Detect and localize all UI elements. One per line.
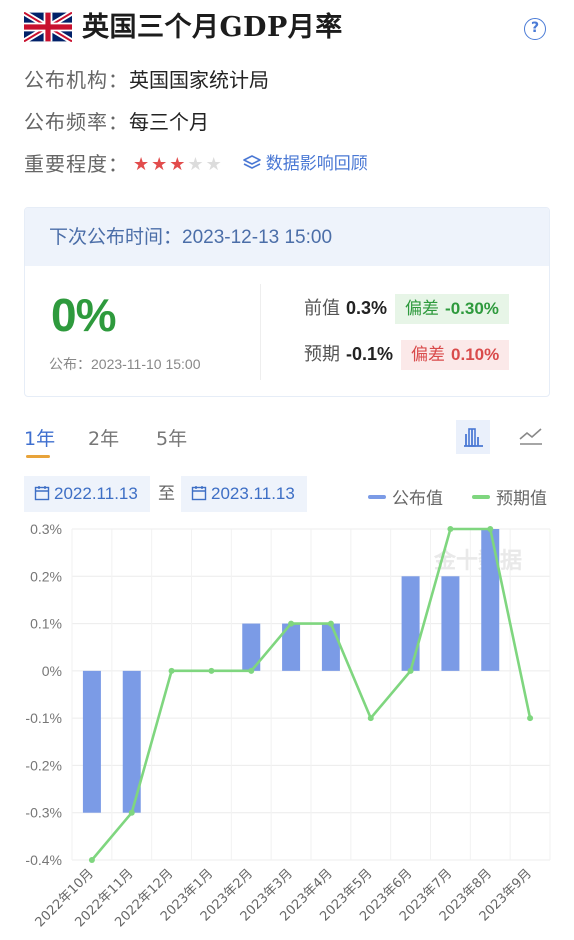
bar-actual: [242, 623, 261, 671]
actual-value: 0%: [51, 289, 116, 341]
forecast-point: [527, 715, 534, 722]
star-empty-icon: ★: [187, 154, 206, 175]
importance-stars: ★★★★★: [133, 151, 224, 179]
next-release-bar: 下次公布时间：2023-12-13 15:00: [25, 208, 549, 266]
watermark: 金十数据: [433, 548, 522, 574]
calendar-icon: [191, 486, 207, 501]
importance-label: 重要程度：: [24, 152, 129, 176]
end-date: 2023.11.13: [211, 484, 295, 503]
star-filled-icon: ★: [133, 154, 152, 175]
y-tick-label: 0.1%: [30, 616, 62, 632]
bar-actual: [82, 670, 101, 813]
previous-deviation-value: -0.30%: [445, 299, 499, 318]
forecast-point: [407, 667, 414, 674]
legend-actual-label: 公布值: [392, 489, 443, 509]
y-tick-label: -0.1%: [25, 710, 62, 726]
forecast-row: 预期 -0.1% 偏差 0.10%: [304, 340, 510, 370]
legend-forecast-label: 预期值: [496, 489, 547, 509]
y-tick-label: 0.2%: [30, 568, 62, 584]
y-tick-label: 0.3%: [30, 521, 62, 537]
forecast-point: [208, 667, 215, 674]
legend-forecast-swatch: [472, 495, 490, 499]
bar-chart-toggle[interactable]: [456, 420, 490, 454]
frequency-value: 每三个月: [129, 110, 209, 134]
forecast-deviation-value: 0.10%: [451, 345, 500, 364]
deviation-label: 偏差: [411, 345, 446, 365]
agency-label: 公布机构：: [24, 68, 129, 92]
forecast-label: 预期: [304, 344, 340, 365]
calendar-icon: [34, 486, 50, 501]
next-release-label: 下次公布时间：: [49, 226, 183, 248]
bar-actual: [441, 576, 460, 671]
release-card: 下次公布时间：2023-12-13 15:00 0% 公布：2023-11-10…: [24, 207, 550, 397]
forecast-deviation-badge: 偏差 0.10%: [401, 340, 510, 370]
publish-time-label: 公布：: [49, 357, 91, 373]
help-icon[interactable]: ?: [524, 18, 546, 40]
forecast-point: [168, 667, 175, 674]
page-title: 英国三个月GDP月率: [82, 12, 343, 43]
tab-2y[interactable]: 2年: [88, 428, 120, 450]
tab-5y[interactable]: 5年: [156, 428, 188, 450]
range-separator: 至: [158, 484, 175, 504]
previous-deviation-badge: 偏差 -0.30%: [395, 294, 509, 324]
forecast-value: -0.1%: [346, 344, 394, 364]
y-tick-label: -0.2%: [25, 757, 62, 773]
legend-actual[interactable]: 公布值: [368, 484, 443, 509]
forecast-point: [128, 809, 135, 816]
agency-value: 英国国家统计局: [129, 68, 269, 92]
y-tick-label: -0.4%: [25, 852, 62, 868]
divider: [260, 284, 261, 380]
gdp-chart: 0.3%0.2%0.1%0%-0.1%-0.2%-0.3%-0.4%金十数据20…: [25, 521, 551, 930]
bar-actual: [282, 623, 301, 671]
forecast-point: [367, 715, 374, 722]
forecast-point: [248, 667, 255, 674]
y-tick-label: 0%: [42, 663, 62, 679]
tab-1y[interactable]: 1年: [24, 428, 56, 450]
forecast-point: [327, 620, 334, 627]
frequency-label: 公布频率：: [24, 110, 129, 134]
star-filled-icon: ★: [169, 154, 188, 175]
deviation-label: 偏差: [405, 299, 440, 319]
forecast-point: [88, 857, 95, 863]
legend-forecast[interactable]: 预期值: [472, 484, 547, 509]
star-filled-icon: ★: [151, 154, 170, 175]
bar-chart-icon: [464, 428, 483, 447]
forecast-point: [447, 526, 454, 532]
release-values: 0% 公布：2023-11-10 15:00 前值 0.3% 偏差 -0.30% 预期…: [25, 266, 549, 396]
uk-flag-icon: [24, 12, 72, 42]
line-chart-toggle[interactable]: [514, 420, 548, 454]
importance-row: 重要程度： ★★★★★ 数据影响回顾: [24, 150, 368, 179]
frequency-row: 公布频率：每三个月: [24, 108, 209, 136]
y-tick-label: -0.3%: [25, 805, 62, 821]
forecast-point: [487, 526, 494, 532]
forecast-line: [90, 527, 532, 861]
star-empty-icon: ★: [205, 154, 224, 175]
previous-value: 0.3%: [346, 298, 388, 318]
forecast-point: [288, 620, 295, 627]
bar-actual: [401, 576, 420, 671]
start-date: 2022.11.13: [54, 484, 138, 503]
agency-row: 公布机构：英国国家统计局: [24, 66, 269, 94]
bar-actual: [122, 670, 141, 813]
start-date-picker[interactable]: 2022.11.13: [24, 476, 150, 512]
layers-icon: [242, 155, 261, 169]
next-release-time: 2023-12-13 15:00: [182, 227, 333, 248]
previous-label: 前值: [304, 298, 340, 319]
header: 英国三个月GDP月率 ?: [24, 10, 550, 48]
end-date-picker[interactable]: 2023.11.13: [181, 476, 307, 512]
active-tab-indicator: [26, 455, 50, 458]
line-chart-icon: [519, 428, 542, 445]
impact-review-link[interactable]: 数据影响回顾: [242, 150, 368, 178]
previous-row: 前值 0.3% 偏差 -0.30%: [304, 294, 509, 324]
publish-time-value: 2023-11-10 15:00: [91, 356, 201, 372]
bar-actual: [321, 623, 340, 671]
legend-actual-swatch: [368, 495, 386, 499]
impact-review-label: 数据影响回顾: [265, 154, 368, 174]
publish-time: 公布：2023-11-10 15:00: [49, 354, 201, 374]
bar-actual: [481, 529, 500, 671]
